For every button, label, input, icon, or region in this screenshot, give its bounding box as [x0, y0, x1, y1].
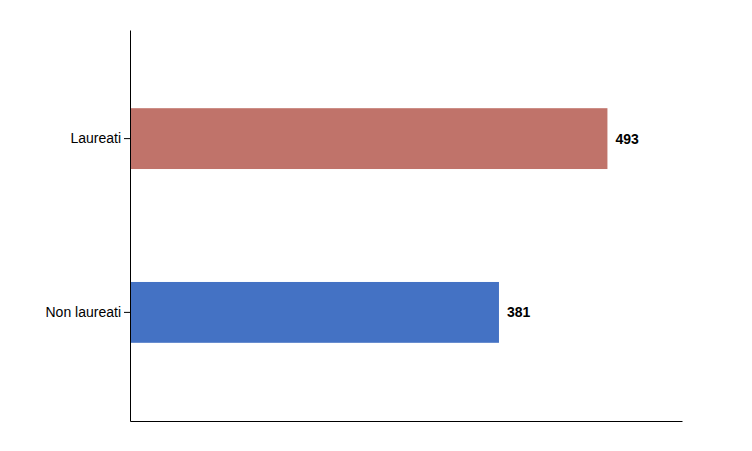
y-axis: Non laureati Laureati: [46, 31, 131, 422]
y-tick-mark: [124, 138, 130, 139]
y-tick-mark: [124, 312, 130, 313]
data-labels: 381 493: [507, 131, 639, 321]
bar: [130, 282, 499, 343]
y-tick-label: Non laureati: [46, 304, 122, 320]
y-axis-line: [130, 31, 131, 422]
plot-area: Non laureati Laureati 381 493: [46, 31, 683, 422]
data-label: 381: [507, 304, 531, 320]
data-label: 493: [615, 131, 639, 147]
y-tick: Laureati: [70, 130, 130, 146]
bars: [130, 108, 607, 343]
bar: [130, 108, 607, 169]
x-axis: [131, 421, 683, 422]
y-tick: Non laureati: [46, 304, 131, 320]
chart: Non laureati Laureati 381 493: [0, 0, 752, 451]
x-axis-line: [131, 421, 683, 422]
y-tick-label: Laureati: [70, 130, 121, 146]
